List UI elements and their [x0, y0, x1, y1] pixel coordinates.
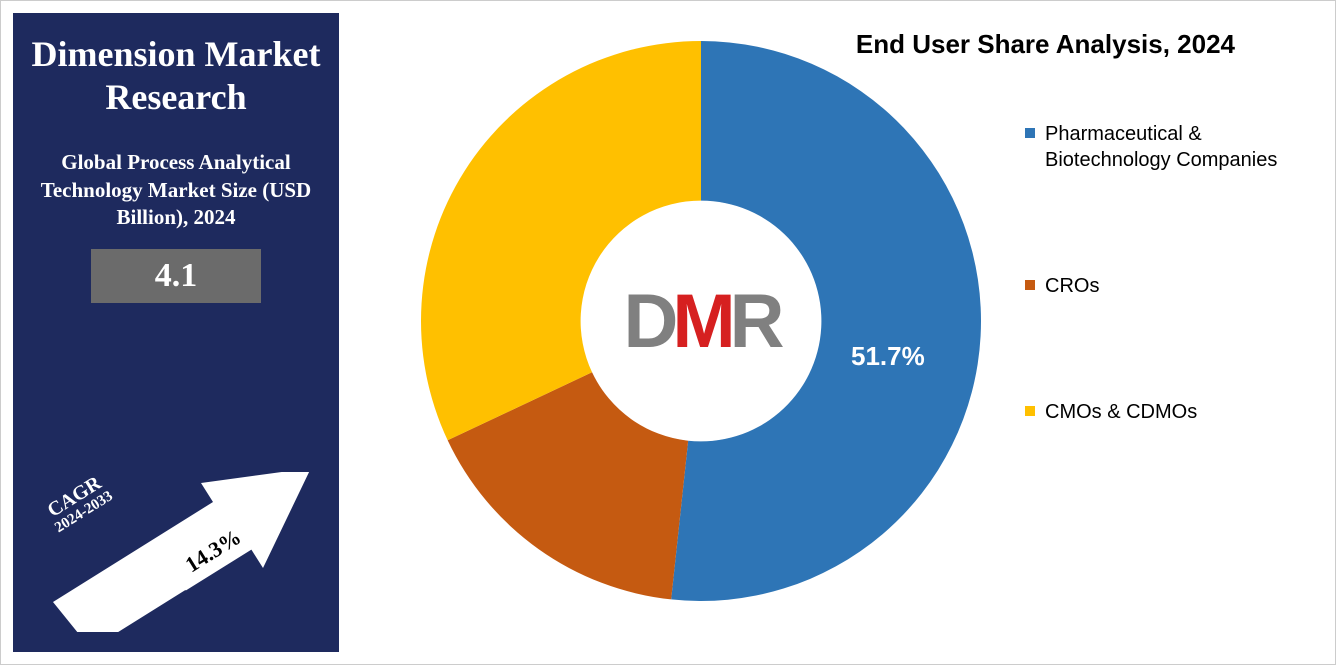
infographic-container: Dimension Market Research Global Process…	[0, 0, 1336, 665]
legend: Pharmaceutical & Biotechnology Companies…	[1025, 121, 1285, 525]
legend-marker	[1025, 280, 1035, 290]
brand-title: Dimension Market Research	[23, 33, 329, 119]
market-subtitle: Global Process Analytical Technology Mar…	[23, 149, 329, 231]
logo-letter-d: D	[623, 279, 672, 364]
logo-letter-r: R	[730, 279, 779, 364]
legend-item: CMOs & CDMOs	[1025, 399, 1285, 425]
center-logo: DMR	[581, 201, 821, 441]
legend-marker	[1025, 406, 1035, 416]
legend-label: Pharmaceutical & Biotechnology Companies	[1045, 121, 1285, 173]
dmr-logo: DMR	[623, 278, 778, 365]
logo-letter-m: M	[672, 279, 729, 364]
legend-marker	[1025, 128, 1035, 138]
legend-label: CMOs & CDMOs	[1045, 399, 1197, 425]
slice-pct-label: 51.7%	[851, 341, 925, 372]
legend-label: CROs	[1045, 273, 1099, 299]
left-panel: Dimension Market Research Global Process…	[1, 1, 351, 664]
donut-chart: DMR 51.7%	[421, 41, 981, 601]
cagr-arrow-container: CAGR 2024-2033 14.3%	[53, 472, 313, 632]
legend-item: CROs	[1025, 273, 1285, 299]
right-panel: End User Share Analysis, 2024 DMR 51.7% …	[351, 1, 1335, 664]
market-value-box: 4.1	[91, 249, 261, 303]
legend-item: Pharmaceutical & Biotechnology Companies	[1025, 121, 1285, 173]
left-panel-inner: Dimension Market Research Global Process…	[13, 13, 339, 652]
